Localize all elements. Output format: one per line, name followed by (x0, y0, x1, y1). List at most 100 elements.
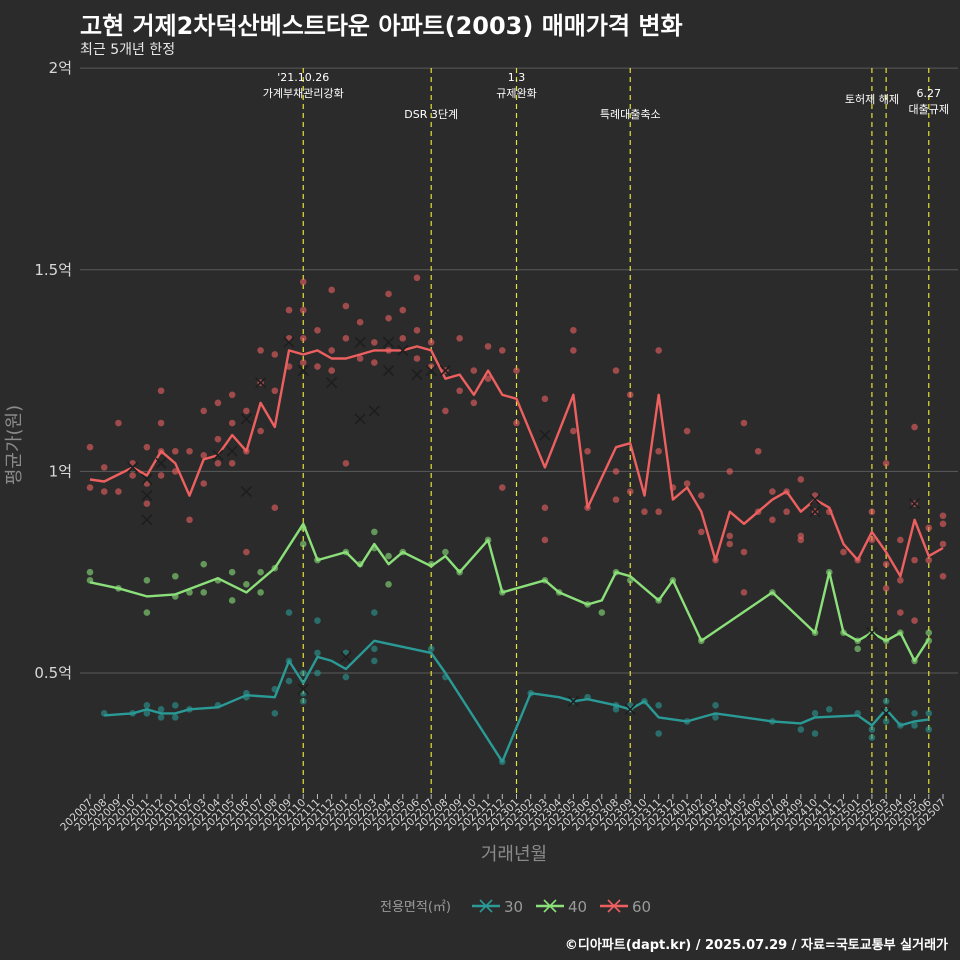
data-point (570, 326, 577, 334)
data-point (939, 572, 947, 580)
data-point (314, 649, 321, 657)
cross-marker (809, 506, 821, 518)
data-point (726, 540, 734, 548)
policy-annotation: 규제완화 (496, 87, 536, 100)
data-point (740, 548, 748, 556)
y-axis-title: 평균가(원) (4, 405, 25, 485)
cross-marker (624, 703, 636, 715)
cross-marker (326, 377, 338, 389)
data-point (854, 645, 861, 653)
cross-stroke (141, 490, 153, 502)
data-point (911, 722, 918, 729)
policy-lines (302, 68, 930, 794)
data-point (456, 335, 463, 342)
cross-marker (354, 413, 366, 425)
cross-stroke (382, 336, 395, 348)
cross-stroke (624, 703, 636, 715)
cross-marker (141, 514, 153, 526)
data-point (157, 387, 165, 395)
cross-stroke (439, 365, 451, 377)
data-point (385, 314, 392, 322)
cross-marker (127, 461, 139, 473)
policy-annotation: 가계부채관리강화 (263, 87, 344, 100)
data-point (129, 472, 136, 479)
data-point (371, 359, 378, 366)
cross-marker (382, 336, 395, 348)
cross-marker (283, 336, 295, 348)
legend-label: 40 (568, 898, 587, 916)
data-point (157, 419, 165, 427)
data-point (442, 407, 449, 415)
cross-marker (397, 344, 409, 356)
data-point (897, 536, 904, 544)
data-point (825, 706, 833, 713)
data-point (157, 706, 165, 713)
data-point (143, 701, 151, 709)
data-point (228, 391, 236, 399)
data-point (257, 568, 264, 576)
cross-marker (141, 490, 153, 502)
cross-stroke (141, 514, 153, 526)
data-point (655, 508, 662, 516)
data-point (271, 351, 279, 358)
data-point (299, 278, 307, 286)
cross-stroke (368, 405, 380, 417)
policy-annotation: 6.27 (917, 87, 942, 100)
cross-marker (368, 405, 380, 417)
data-point (342, 335, 350, 342)
data-point (882, 718, 890, 725)
legend-key-cross (543, 899, 557, 913)
data-point (740, 589, 748, 596)
data-point (342, 460, 350, 467)
data-point (143, 576, 151, 584)
cross-marker (141, 473, 153, 486)
data-point (314, 326, 321, 334)
cross-stroke (127, 461, 139, 473)
data-point (314, 669, 321, 677)
data-point (925, 556, 933, 564)
cross-marker (866, 627, 878, 639)
data-point (598, 609, 606, 616)
cross-marker (155, 457, 167, 469)
data-point (612, 496, 620, 503)
grid (80, 67, 958, 674)
series-line (89, 522, 930, 663)
data-point (513, 367, 520, 374)
data-point (214, 460, 222, 467)
data-point (925, 629, 933, 637)
cross-marker (539, 429, 551, 441)
data-point (925, 726, 933, 733)
data-point (172, 572, 179, 580)
chart-title: 고현 거제2차덕산베스트타운 아파트(2003) 매매가격 변화 (80, 12, 683, 40)
data-point (243, 407, 250, 415)
cross-marker (439, 365, 451, 377)
legend-key-cross (479, 899, 493, 913)
cross-stroke (240, 486, 252, 498)
policy-annotation: 대출규제 (909, 103, 949, 116)
data-point (413, 326, 421, 334)
cross-marker (255, 377, 267, 389)
data-point (683, 480, 691, 487)
data-point (257, 427, 264, 435)
data-point (840, 548, 847, 556)
data-point (470, 399, 478, 407)
data-point (513, 419, 520, 427)
cross-marker (212, 449, 224, 461)
cross-marker (240, 486, 252, 498)
data-point (911, 423, 918, 431)
policy-annotation: '21.10.26 (277, 71, 329, 84)
cross-marker (354, 336, 366, 348)
policy-annotation: 토허제 해제 (845, 92, 899, 106)
data-point (356, 318, 364, 326)
data-point (612, 367, 620, 374)
cross-stroke (283, 336, 295, 348)
data-point (868, 508, 876, 516)
data-point (285, 306, 293, 314)
data-point (385, 552, 392, 560)
cross-marker (411, 369, 423, 381)
data-point (371, 528, 378, 536)
data-point (570, 347, 577, 354)
cross-stroke (297, 683, 309, 695)
data-point (698, 528, 705, 536)
